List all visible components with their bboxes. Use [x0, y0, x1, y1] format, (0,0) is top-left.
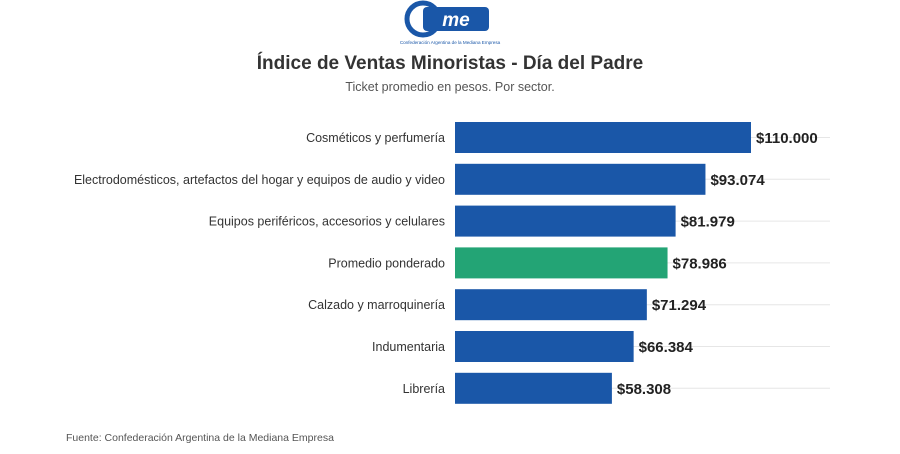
source-note: Fuente: Confederación Argentina de la Me…: [66, 432, 334, 444]
category-label: Equipos periféricos, accesorios y celula…: [209, 215, 445, 229]
bar: [455, 372, 612, 404]
category-label: Electrodomésticos, artefactos del hogar …: [74, 173, 445, 187]
bar-chart: Cosméticos y perfumería $110.000 Electrodo…: [74, 122, 830, 404]
category-label: Indumentaria: [372, 340, 445, 354]
category-label: Calzado y marroquinería: [308, 298, 445, 312]
bar: [455, 205, 676, 237]
bar: [455, 163, 706, 195]
category-label: Promedio ponderado: [328, 256, 445, 270]
chart-title: Índice de Ventas Minoristas - Día del Pa…: [256, 53, 644, 74]
value-label: $66.384: [639, 339, 694, 356]
chart-subtitle: Ticket promedio en pesos. Por sector.: [345, 80, 555, 94]
svg-text:me: me: [442, 10, 470, 31]
bar: [455, 331, 634, 362]
value-label: $58.308: [617, 381, 671, 398]
value-label: $110.000: [756, 130, 818, 147]
came-logo: me Confederación Argentina de la Mediana…: [400, 0, 501, 45]
bar: [455, 289, 647, 321]
value-label: $71.294: [652, 297, 707, 314]
bar-highlight: [455, 247, 668, 279]
category-label: Librería: [403, 382, 445, 396]
value-label: $81.979: [681, 214, 735, 231]
value-label: $93.074: [710, 172, 765, 189]
category-label: Cosméticos y perfumería: [306, 131, 445, 145]
value-label: $78.986: [673, 255, 727, 272]
logo-tagline: Confederación Argentina de la Mediana Em…: [400, 40, 501, 45]
bar: [455, 122, 751, 153]
